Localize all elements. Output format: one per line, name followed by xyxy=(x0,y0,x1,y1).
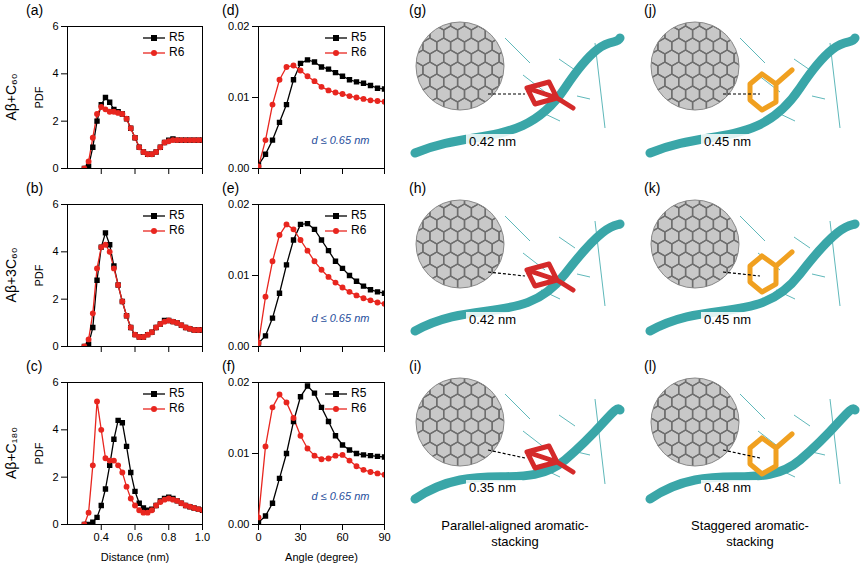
html-text:(l): (l) xyxy=(644,358,657,374)
svg-text:4: 4 xyxy=(52,245,58,257)
html-text:Staggered aromatic-stacking: Staggered aromatic-stacking xyxy=(691,518,809,549)
svg-text:0: 0 xyxy=(52,518,58,530)
svg-text:0.00: 0.00 xyxy=(228,340,249,352)
html-text:R6: R6 xyxy=(351,45,367,59)
html-text:R5: R5 xyxy=(351,386,367,400)
svg-text:0.00: 0.00 xyxy=(228,162,249,174)
svg-text:6: 6 xyxy=(52,198,58,210)
html-text:Parallel-aligned aromatic-stac: Parallel-aligned aromatic-stacking xyxy=(441,518,589,549)
html-text:(e): (e) xyxy=(222,180,240,196)
html-text:Aβ+C₆₀: Aβ+C₆₀ xyxy=(3,73,19,121)
html-text:Aβ+3C₆₀: Aβ+3C₆₀ xyxy=(3,247,19,303)
svg-text:60: 60 xyxy=(336,531,348,543)
svg-text:0.01: 0.01 xyxy=(228,269,249,281)
html-text:(k): (k) xyxy=(644,180,661,196)
svg-text:Angle (degree): Angle (degree) xyxy=(285,551,358,563)
svg-text:0.6: 0.6 xyxy=(127,531,142,543)
svg-text:d ≤ 0.65 nm: d ≤ 0.65 nm xyxy=(311,134,369,146)
html-text:Aβ+C₁₈₀: Aβ+C₁₈₀ xyxy=(3,427,19,479)
svg-text:PDF: PDF xyxy=(33,264,45,286)
svg-text:2: 2 xyxy=(52,471,58,483)
svg-text:30: 30 xyxy=(294,531,306,543)
svg-text:0.02: 0.02 xyxy=(228,376,249,388)
svg-text:0.42 nm: 0.42 nm xyxy=(469,134,516,149)
html-text:R5: R5 xyxy=(351,208,367,222)
html-text:(b): (b) xyxy=(26,180,44,196)
html-text:(f): (f) xyxy=(222,358,236,374)
svg-text:0.02: 0.02 xyxy=(228,198,249,210)
svg-text:0.48 nm: 0.48 nm xyxy=(704,480,751,495)
html-text:(i): (i) xyxy=(409,358,422,374)
svg-text:0.01: 0.01 xyxy=(228,447,249,459)
svg-text:2: 2 xyxy=(52,115,58,127)
html-text:R6: R6 xyxy=(169,223,185,237)
svg-text:PDF: PDF xyxy=(33,86,45,108)
svg-text:4: 4 xyxy=(52,67,58,79)
svg-text:0.8: 0.8 xyxy=(161,531,176,543)
svg-text:0: 0 xyxy=(52,340,58,352)
svg-text:6: 6 xyxy=(52,20,58,32)
svg-text:1.0: 1.0 xyxy=(195,531,210,543)
svg-text:0.02: 0.02 xyxy=(228,20,249,32)
svg-text:0.01: 0.01 xyxy=(228,91,249,103)
html-text:R6: R6 xyxy=(169,45,185,59)
svg-text:d ≤ 0.65 nm: d ≤ 0.65 nm xyxy=(311,312,369,324)
svg-text:0: 0 xyxy=(52,162,58,174)
svg-text:4: 4 xyxy=(52,423,58,435)
svg-text:0.4: 0.4 xyxy=(94,531,109,543)
svg-text:6: 6 xyxy=(52,376,58,388)
svg-text:0.45 nm: 0.45 nm xyxy=(704,312,751,327)
svg-text:d ≤ 0.65 nm: d ≤ 0.65 nm xyxy=(311,490,369,502)
html-text:(c): (c) xyxy=(26,358,43,374)
svg-text:PDF: PDF xyxy=(33,442,45,464)
svg-text:0.00: 0.00 xyxy=(228,518,249,530)
html-text:R6: R6 xyxy=(169,401,185,415)
html-text:(j): (j) xyxy=(644,2,657,18)
svg-text:90: 90 xyxy=(378,531,390,543)
svg-text:Distance (nm): Distance (nm) xyxy=(101,551,169,563)
html-text:R6: R6 xyxy=(351,401,367,415)
html-text:R5: R5 xyxy=(169,30,185,44)
svg-text:0.42 nm: 0.42 nm xyxy=(469,312,516,327)
svg-text:0: 0 xyxy=(255,531,261,543)
html-text:(h): (h) xyxy=(409,180,427,196)
svg-text:0.45 nm: 0.45 nm xyxy=(704,134,751,149)
html-text:(d): (d) xyxy=(222,2,240,18)
html-text:R5: R5 xyxy=(169,386,185,400)
html-text:(a): (a) xyxy=(26,2,44,18)
html-text:(g): (g) xyxy=(409,2,427,18)
html-text:R6: R6 xyxy=(351,223,367,237)
svg-text:2: 2 xyxy=(52,293,58,305)
svg-text:0.35 nm: 0.35 nm xyxy=(469,480,516,495)
html-text:R5: R5 xyxy=(169,208,185,222)
html-text:R5: R5 xyxy=(351,30,367,44)
